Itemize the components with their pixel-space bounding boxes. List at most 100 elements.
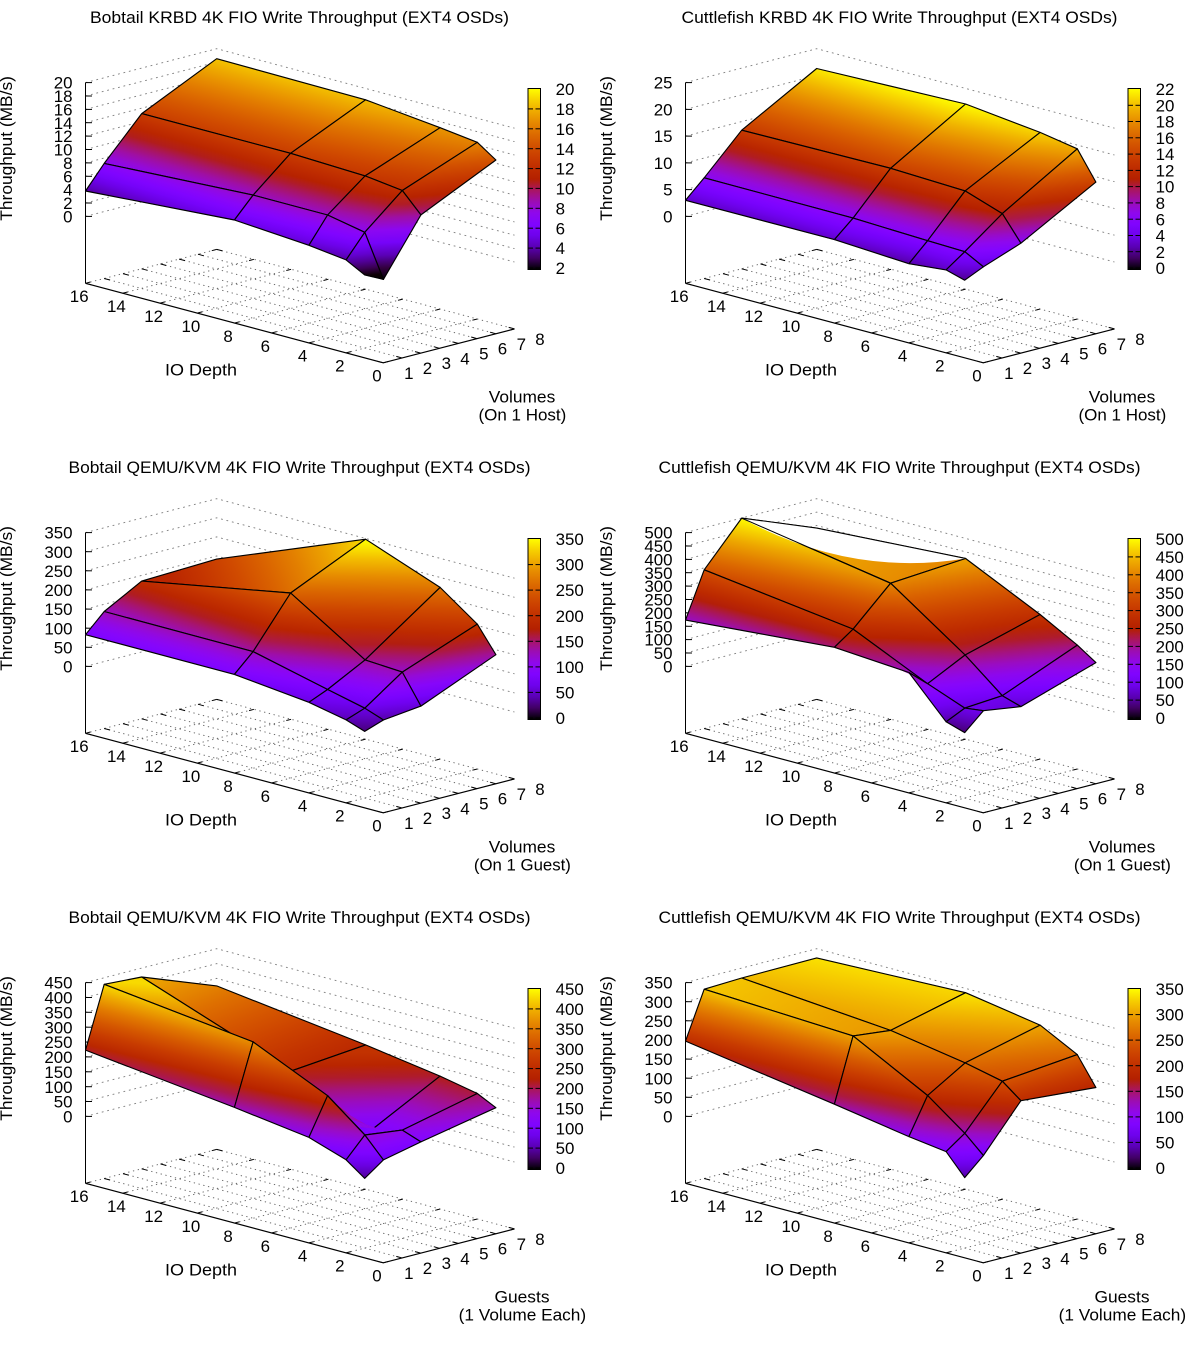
svg-text:6: 6 (261, 337, 270, 356)
svg-text:2: 2 (935, 807, 944, 826)
svg-text:2: 2 (423, 809, 432, 828)
svg-text:2: 2 (423, 1259, 432, 1278)
svg-text:12: 12 (744, 1207, 763, 1226)
svg-text:0: 0 (63, 1107, 72, 1126)
svg-text:400: 400 (44, 989, 72, 1008)
svg-text:12: 12 (744, 307, 763, 326)
svg-text:0: 0 (972, 1267, 981, 1286)
svg-text:300: 300 (1156, 602, 1184, 621)
svg-text:(On 1 Guest): (On 1 Guest) (474, 855, 571, 874)
svg-text:50: 50 (1156, 691, 1175, 710)
svg-text:8: 8 (1156, 194, 1165, 213)
svg-text:250: 250 (644, 591, 672, 610)
svg-text:(On 1 Host): (On 1 Host) (479, 405, 567, 424)
svg-text:0: 0 (372, 1267, 381, 1286)
svg-text:2: 2 (1023, 1259, 1032, 1278)
svg-text:150: 150 (1156, 1082, 1184, 1101)
svg-text:250: 250 (44, 1033, 72, 1052)
svg-text:300: 300 (556, 1040, 584, 1059)
svg-text:3: 3 (442, 1254, 451, 1273)
svg-text:Throughput (MB/s): Throughput (MB/s) (597, 76, 616, 221)
svg-text:300: 300 (44, 543, 72, 562)
svg-text:12: 12 (144, 757, 163, 776)
svg-text:18: 18 (54, 87, 73, 106)
svg-text:15: 15 (654, 127, 673, 146)
svg-text:18: 18 (1156, 113, 1175, 132)
svg-text:16: 16 (670, 287, 689, 306)
svg-text:200: 200 (644, 604, 672, 623)
svg-text:1: 1 (1004, 364, 1013, 383)
svg-text:Bobtail KRBD 4K FIO Write Thro: Bobtail KRBD 4K FIO Write Throughput (EX… (90, 8, 509, 27)
svg-text:14: 14 (1156, 145, 1175, 164)
svg-text:10: 10 (182, 317, 201, 336)
svg-text:0: 0 (1156, 259, 1165, 278)
svg-text:5: 5 (663, 181, 672, 200)
svg-text:14: 14 (107, 297, 126, 316)
svg-text:8: 8 (556, 199, 565, 218)
svg-text:IO Depth: IO Depth (765, 1261, 837, 1280)
svg-text:200: 200 (44, 581, 72, 600)
svg-text:350: 350 (644, 564, 672, 583)
svg-text:16: 16 (70, 287, 89, 306)
svg-text:16: 16 (670, 737, 689, 756)
svg-text:Volumes: Volumes (489, 837, 556, 856)
svg-text:450: 450 (556, 980, 584, 999)
svg-text:300: 300 (644, 577, 672, 596)
svg-text:4: 4 (298, 1247, 307, 1266)
svg-text:IO Depth: IO Depth (765, 811, 837, 830)
svg-text:Throughput (MB/s): Throughput (MB/s) (0, 976, 16, 1121)
svg-text:100: 100 (44, 1078, 72, 1097)
svg-text:6: 6 (498, 1240, 507, 1259)
svg-text:4: 4 (460, 799, 469, 818)
svg-text:250: 250 (1156, 1031, 1184, 1050)
svg-text:(1 Volume Each): (1 Volume Each) (1059, 1305, 1187, 1324)
svg-text:10: 10 (654, 154, 673, 173)
svg-text:Throughput (MB/s): Throughput (MB/s) (0, 76, 16, 221)
svg-text:10: 10 (54, 141, 73, 160)
svg-text:6: 6 (1156, 210, 1165, 229)
svg-text:1: 1 (404, 364, 413, 383)
svg-text:(On 1 Guest): (On 1 Guest) (1074, 855, 1171, 874)
svg-text:6: 6 (861, 787, 870, 806)
svg-text:12: 12 (556, 160, 575, 179)
svg-text:50: 50 (654, 1088, 673, 1107)
svg-text:0: 0 (556, 1159, 565, 1178)
svg-text:0: 0 (1156, 1159, 1165, 1178)
svg-text:250: 250 (556, 581, 584, 600)
svg-text:400: 400 (1156, 566, 1184, 585)
svg-text:4: 4 (1060, 799, 1069, 818)
svg-text:400: 400 (556, 1000, 584, 1019)
svg-text:150: 150 (1156, 655, 1184, 674)
svg-text:300: 300 (556, 556, 584, 575)
svg-text:7: 7 (517, 335, 526, 354)
svg-text:450: 450 (1156, 548, 1184, 567)
svg-text:50: 50 (556, 683, 575, 702)
svg-text:350: 350 (44, 524, 72, 543)
svg-text:8: 8 (535, 1230, 544, 1249)
svg-text:14: 14 (107, 1197, 126, 1216)
svg-text:5: 5 (1079, 344, 1088, 363)
svg-text:200: 200 (44, 1048, 72, 1067)
svg-text:(On 1 Host): (On 1 Host) (1079, 405, 1167, 424)
svg-text:2: 2 (1156, 243, 1165, 262)
svg-text:100: 100 (556, 658, 584, 677)
svg-text:6: 6 (498, 340, 507, 359)
svg-text:12: 12 (54, 127, 73, 146)
svg-text:50: 50 (1156, 1133, 1175, 1152)
svg-text:150: 150 (556, 1099, 584, 1118)
svg-text:0: 0 (1156, 709, 1165, 728)
svg-text:3: 3 (1042, 354, 1051, 373)
svg-text:8: 8 (823, 777, 832, 796)
svg-text:(1 Volume Each): (1 Volume Each) (459, 1305, 587, 1324)
svg-text:100: 100 (1156, 1108, 1184, 1127)
svg-text:7: 7 (1117, 335, 1126, 354)
svg-text:8: 8 (1135, 330, 1144, 349)
svg-text:6: 6 (498, 790, 507, 809)
svg-text:10: 10 (1156, 178, 1175, 197)
svg-text:8: 8 (223, 327, 232, 346)
svg-text:25: 25 (654, 74, 673, 93)
svg-text:Volumes: Volumes (489, 387, 556, 406)
svg-text:14: 14 (54, 114, 73, 133)
svg-text:2: 2 (1023, 359, 1032, 378)
svg-text:1: 1 (1004, 1264, 1013, 1283)
